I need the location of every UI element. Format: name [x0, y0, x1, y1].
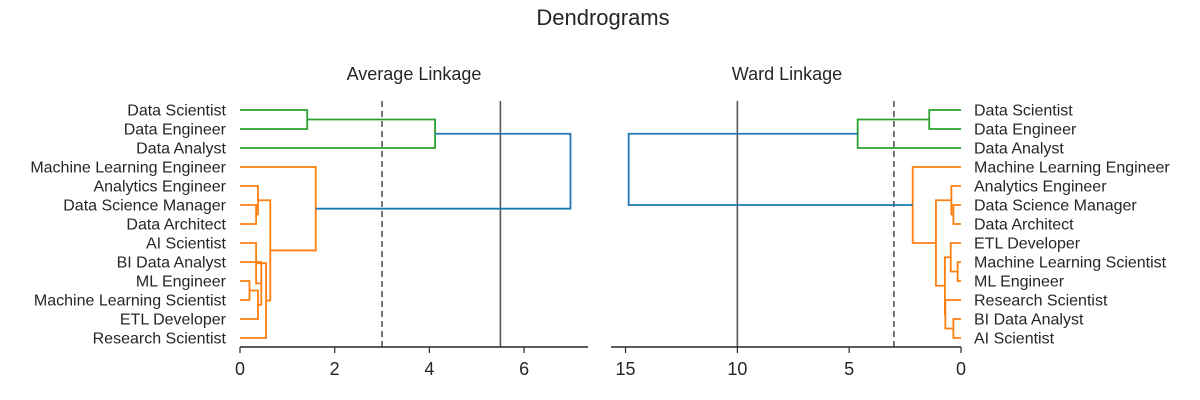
leaf-label: Data Engineer: [974, 122, 1077, 139]
leaf-label: Analytics Engineer: [974, 179, 1107, 196]
leaf-label: Data Science Manager: [63, 198, 226, 215]
ward-linkage-title: Ward Linkage: [732, 64, 842, 84]
dendrogram-link: [240, 109, 309, 130]
x-tick-label: 0: [956, 359, 966, 379]
dendrogram-link: [952, 204, 961, 225]
figure-title: Dendrograms: [536, 5, 669, 30]
leaf-label: AI Scientist: [974, 331, 1055, 348]
leaf-label: ETL Developer: [120, 312, 227, 329]
average-linkage-title: Average Linkage: [347, 64, 482, 84]
dendrogram-link: [240, 280, 251, 301]
dendrogram-link: [315, 132, 572, 210]
dendrogram-link: [956, 261, 961, 282]
leaf-label: ML Engineer: [136, 274, 227, 291]
leaf-label: AI Scientist: [146, 236, 227, 253]
leaf-label: Data Analyst: [136, 141, 226, 158]
leaf-label: Research Scientist: [93, 331, 227, 348]
x-tick-label: 0: [235, 359, 245, 379]
dendrogram-link: [949, 242, 961, 273]
leaf-label: Analytics Engineer: [93, 179, 226, 196]
x-tick-label: 15: [616, 359, 636, 379]
x-tick-label: 10: [727, 359, 747, 379]
dendrogram-link: [627, 132, 913, 206]
leaf-label: Machine Learning Scientist: [34, 293, 227, 310]
leaf-label: Machine Learning Scientist: [974, 255, 1167, 272]
leaf-label: Data Engineer: [124, 122, 227, 139]
dendrogram-link: [856, 118, 961, 149]
leaf-label: Machine Learning Engineer: [30, 160, 226, 177]
leaf-label: BI Data Analyst: [974, 312, 1084, 329]
ward-linkage-panel: Ward Linkage Data Scientist Data Engineer…: [611, 64, 1170, 379]
dendrogram-link: [952, 318, 961, 339]
leaf-label: ETL Developer: [974, 236, 1081, 253]
leaf-label: Data Scientist: [127, 103, 226, 120]
leaf-label: Data Analyst: [974, 141, 1064, 158]
leaf-label: Data Scientist: [974, 103, 1073, 120]
average-linkage-panel: Average Linkage Data Scientist Data Engin…: [30, 64, 588, 379]
dendrogram-link: [935, 199, 952, 287]
x-tick-label: 6: [519, 359, 529, 379]
leaf-label: Research Scientist: [974, 293, 1108, 310]
dendrogram-link: [943, 256, 951, 316]
x-tick-label: 5: [844, 359, 854, 379]
leaf-label: Data Science Manager: [974, 198, 1137, 215]
dendrogram-link: [240, 118, 436, 149]
leaf-label: Data Architect: [974, 217, 1074, 234]
dendrogram-link: [240, 204, 257, 225]
dendrogram-link: [928, 109, 961, 130]
dendrogram-link: [257, 199, 272, 302]
x-tick-label: 4: [424, 359, 434, 379]
leaf-label: BI Data Analyst: [117, 255, 227, 272]
x-tick-label: 2: [330, 359, 340, 379]
leaf-label: Data Architect: [126, 217, 226, 234]
dendrogram-link: [240, 166, 317, 252]
leaf-label: ML Engineer: [974, 274, 1065, 291]
leaf-label: Machine Learning Engineer: [974, 160, 1170, 177]
